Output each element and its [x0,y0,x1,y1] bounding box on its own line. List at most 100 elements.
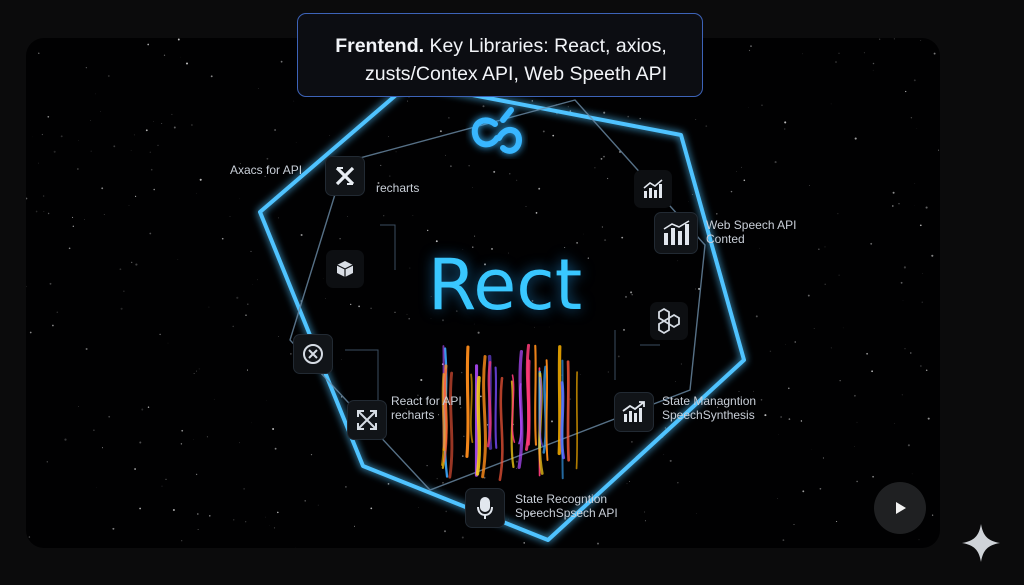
star [493,170,496,173]
star [157,144,159,147]
star [542,130,545,133]
star [937,149,940,151]
star [631,293,633,296]
star [698,287,701,290]
star [552,134,555,137]
label-state-mgmt-line1: State Managntion [662,394,757,408]
star [236,296,239,299]
star [461,371,463,374]
play-icon [896,502,906,514]
star [181,429,184,432]
star [442,482,444,484]
star [761,104,763,106]
star [165,478,167,480]
trend-chart-icon [614,392,654,432]
star [181,540,183,542]
star [159,333,161,336]
star [694,288,696,290]
star [339,237,341,240]
star [418,507,419,508]
star [147,43,150,46]
star [603,155,605,158]
star [854,446,855,447]
label-web-speech-line2: Conted [706,232,745,246]
star [277,511,279,514]
star [910,116,913,119]
star [147,406,150,408]
react-logo-icon [465,98,531,169]
star [837,213,839,215]
star [631,441,633,443]
star [838,274,840,276]
star [29,331,32,334]
star [38,52,40,54]
star [322,278,324,279]
star [232,325,234,328]
star [353,525,356,527]
star [898,203,900,205]
play-button[interactable] [874,482,926,534]
star [907,444,910,447]
star [60,135,63,138]
star [28,536,31,538]
star [900,281,903,284]
star [161,485,163,487]
star [892,191,895,194]
star [35,210,38,213]
star [866,352,869,355]
star [872,475,874,478]
star [300,300,303,302]
star [308,278,310,280]
star [72,216,74,218]
star [461,536,464,539]
center-title: Rect [427,244,583,326]
star [107,75,110,77]
star [750,45,752,47]
star [233,519,235,521]
star [439,130,442,133]
star [556,112,558,115]
star [639,117,641,120]
star [839,380,841,382]
star [177,259,179,260]
star [273,527,276,529]
star [856,480,858,483]
star [920,40,922,41]
star [824,246,826,248]
star [173,126,176,129]
label-react-api-line1: React for API [391,394,462,408]
star [340,396,343,398]
star [448,117,450,119]
sparkle-icon [960,522,1002,569]
star [412,215,414,216]
star [341,359,342,360]
star [317,504,319,506]
star [894,423,895,424]
star [569,110,572,112]
star [663,454,665,455]
star [26,285,27,288]
star [863,52,865,54]
star [836,520,838,523]
star [567,106,569,108]
star [277,217,279,219]
star [927,417,930,420]
star [594,167,596,169]
star [730,190,733,193]
star [669,459,672,462]
star [893,38,895,40]
star [919,224,922,227]
star [838,52,840,54]
star [135,263,138,266]
star [644,511,646,513]
star [626,483,628,485]
star [856,421,858,423]
star [607,177,609,180]
star [139,507,141,510]
star [788,418,791,420]
star [153,121,154,122]
star [535,212,538,214]
expand-arrows-icon [347,400,387,440]
star [450,165,452,168]
star [784,121,787,124]
